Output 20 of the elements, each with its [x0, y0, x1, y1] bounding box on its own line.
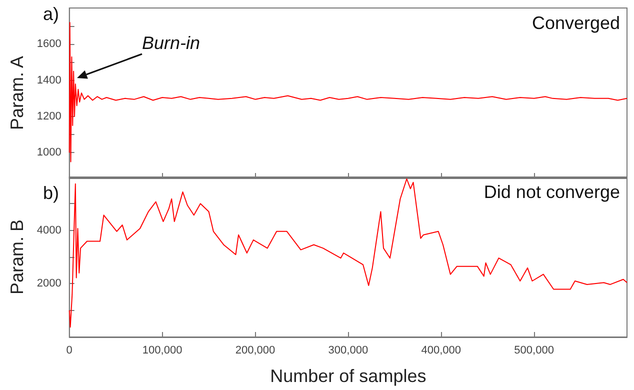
x-tick-label: 400,000: [421, 344, 462, 356]
annotation: Did not converge: [484, 182, 620, 202]
y-axis-title: Param. A: [7, 56, 27, 130]
x-tick-label: 0: [66, 344, 72, 356]
x-tick-label: 500,000: [514, 344, 554, 356]
chart-title: b): [43, 183, 60, 203]
annotation: Burn-in: [142, 33, 200, 53]
y-tick-label: 4000: [36, 224, 62, 236]
y-tick-label: 1000: [36, 146, 62, 159]
y-tick-label: 1200: [36, 110, 62, 123]
y-tick-label: 1400: [36, 74, 62, 86]
y-tick-label: 1600: [36, 38, 62, 50]
x-tick-label: 200,000: [235, 344, 276, 356]
y-tick-label: 2000: [36, 278, 62, 290]
y-axis-title: Param. B: [7, 219, 27, 295]
annotation: Converged: [532, 13, 620, 33]
chart-title: a): [43, 4, 60, 24]
x-axis-title: Number of samples: [270, 366, 426, 386]
x-tick-label: 300,000: [328, 344, 368, 356]
x-tick-label: 100,000: [142, 344, 182, 356]
